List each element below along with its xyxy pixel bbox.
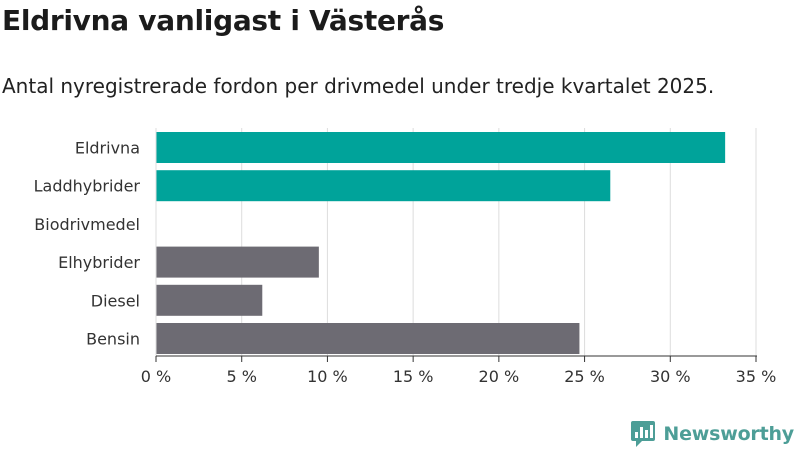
x-axis: 0 % 5 % 10 % 15 % 20 % 25 % 30 % 35 % [141,128,777,386]
gridlines [241,128,757,356]
bar-laddhybrider [156,170,611,202]
x-tick-label: 15 % [393,367,434,386]
category-label: Elhybrider [58,253,140,272]
category-label: Bensin [86,330,140,349]
chart-title: Eldrivna vanligast i Västerås [2,4,445,37]
bars [156,132,726,354]
bar-elhybrider [156,246,319,278]
category-label: Biodrivmedel [34,215,140,234]
x-tick-label: 20 % [479,367,520,386]
x-tick-label: 5 % [226,367,256,386]
bar-eldrivna [156,132,726,163]
bar-bensin [156,323,580,354]
category-labels: Eldrivna Laddhybrider Biodrivmedel Elhybrid… [34,139,141,349]
x-tick-label: 10 % [307,367,348,386]
category-label: Diesel [91,291,140,310]
bar-chart-speech-bubble-icon [631,421,656,447]
brand-logo: Newsworthy [630,420,794,448]
chart-subtitle: Antal nyregistrerade fordon per drivmede… [2,74,715,98]
category-label: Laddhybrider [34,177,141,196]
x-tick-label: 0 % [141,367,171,386]
brand-name: Newsworthy [663,423,794,445]
x-tick-label: 25 % [564,367,605,386]
bar-diesel [156,284,263,316]
x-tick-label: 35 % [736,367,777,386]
x-tick-label: 30 % [650,367,691,386]
category-label: Eldrivna [75,139,140,158]
